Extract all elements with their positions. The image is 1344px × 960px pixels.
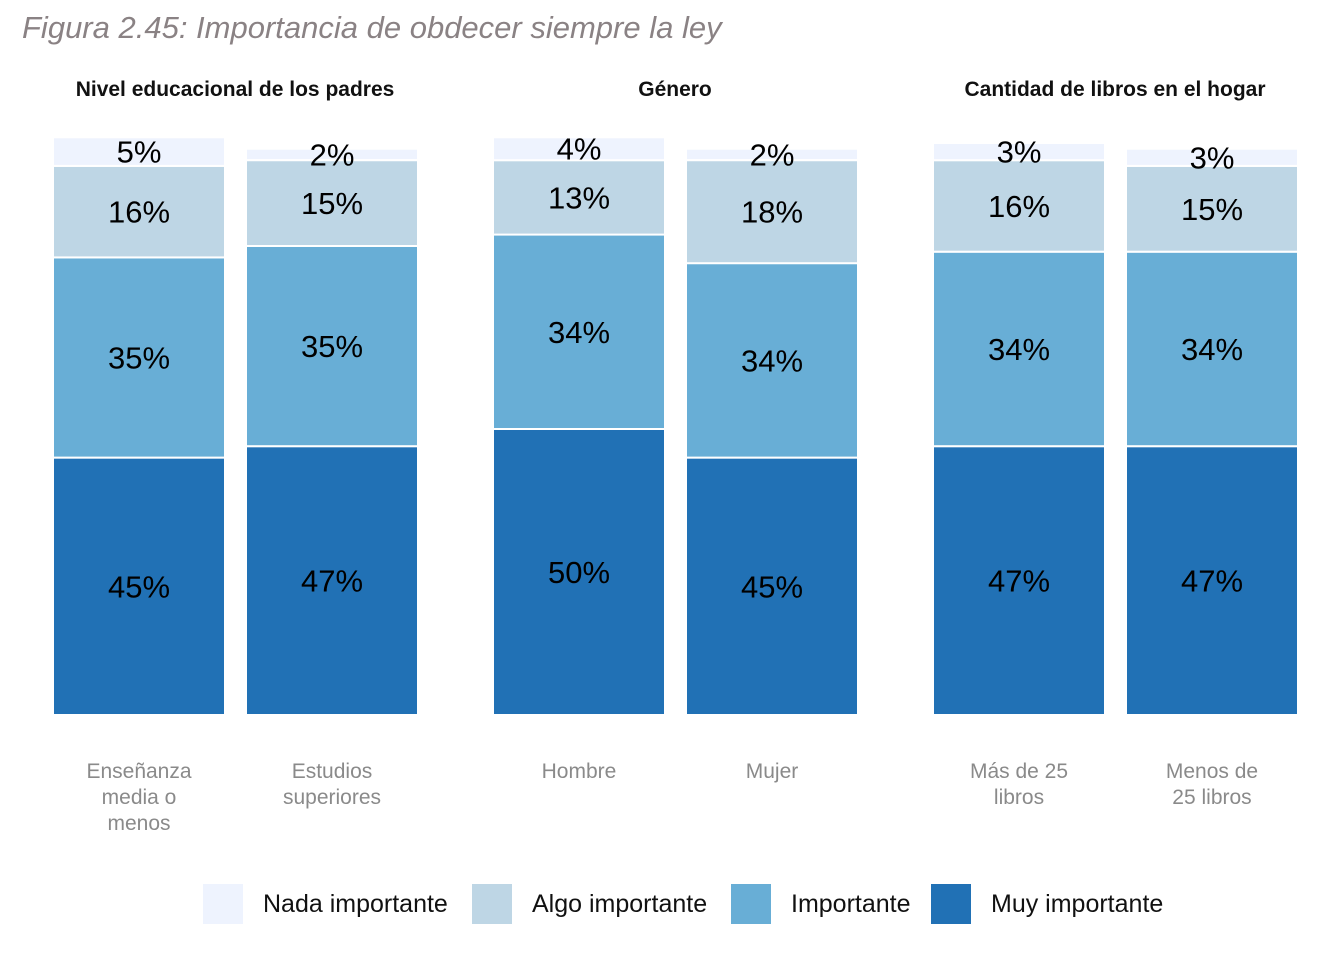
category-label-line: Mujer <box>746 760 799 783</box>
legend-item-muy: Muy importante <box>931 883 1163 925</box>
legend-label-algo: Algo importante <box>532 889 708 918</box>
category-label-line: Más de 25 <box>970 760 1068 783</box>
bar-segment-nada <box>52 136 226 167</box>
panel-1-title: Nivel educacional de los padres <box>76 78 395 101</box>
legend: Nada importante Algo importante Importan… <box>0 883 1344 927</box>
panel-3: Cantidad de libros en el hogar 47% 34% 16% 3… <box>932 78 1299 809</box>
category-label: Más de 25 libros <box>970 760 1068 809</box>
data-label-importante: 34% <box>988 332 1050 367</box>
data-label-importante: 35% <box>108 341 170 376</box>
category-label-line: Enseñanza <box>86 760 191 783</box>
data-label-algo: 15% <box>1181 192 1243 227</box>
bar-segment-importante <box>685 262 859 459</box>
panel-2-title: Género <box>638 78 712 101</box>
bar-segment-nada <box>492 136 666 162</box>
legend-swatch-algo <box>472 884 512 924</box>
data-label-importante: 34% <box>1181 332 1243 367</box>
legend-swatch-muy <box>931 884 971 924</box>
data-label-muy: 45% <box>108 569 170 604</box>
bar-segment-importante <box>245 245 419 448</box>
category-label-line: Estudios <box>292 760 373 783</box>
data-label-muy: 47% <box>1181 564 1243 599</box>
panel-3-title: Cantidad de libros en el hogar <box>964 78 1265 101</box>
panel-3-bar-1: 47% 34% 16% 3% <box>932 135 1106 716</box>
legend-label-importante: Importante <box>791 889 911 918</box>
data-label-algo: 13% <box>548 180 610 215</box>
category-label-line: Hombre <box>542 760 617 783</box>
legend-label-muy: Muy importante <box>991 889 1164 918</box>
bar-segment-nada <box>932 142 1106 162</box>
data-label-algo: 15% <box>301 186 363 221</box>
bar-segment-muy <box>932 445 1106 716</box>
bar-segment-importante <box>932 250 1106 448</box>
data-label-importante: 35% <box>301 329 363 364</box>
data-label-nada: 3% <box>997 135 1042 170</box>
figure-title: Figura 2.45: Importancia de obdecer siem… <box>22 10 722 45</box>
bar-segment-muy <box>685 456 859 716</box>
panel-2: Género 50% 34% 13% 4% Hombre 45% 34% 18% 2% Mujer <box>492 78 859 783</box>
category-label-line: Menos de <box>1166 760 1258 783</box>
panel-1-bar-1: 45% 35% 16% 5% <box>52 135 226 716</box>
bar-segment-algo <box>492 159 666 236</box>
bar-segment-nada <box>245 147 419 162</box>
data-label-algo: 16% <box>988 189 1050 224</box>
category-label-line: libros <box>994 786 1044 809</box>
bar-segment-algo <box>52 164 226 259</box>
legend-label-nada: Nada importante <box>263 889 448 918</box>
data-label-nada: 4% <box>557 132 602 167</box>
panel-2-bar-1: 50% 34% 13% 4% <box>492 132 666 716</box>
bar-segment-muy <box>245 445 419 716</box>
category-label-line: media o <box>102 786 177 809</box>
bar-segment-muy <box>52 456 226 716</box>
legend-item-importante: Importante <box>731 883 911 925</box>
stacked-bar-chart: Nivel educacional de los padres 45% 35% 16%… <box>52 78 1299 835</box>
data-label-muy: 50% <box>548 555 610 590</box>
data-label-importante: 34% <box>548 315 610 350</box>
data-label-nada: 5% <box>117 135 162 170</box>
legend-swatch-importante <box>731 884 771 924</box>
bar-segment-algo <box>245 159 419 247</box>
category-label: Mujer <box>746 760 799 783</box>
panel-3-bar-2: 47% 34% 15% 3% <box>1125 140 1299 716</box>
bar-segment-muy <box>1125 445 1299 716</box>
category-label: Enseñanza media o menos <box>86 760 191 835</box>
bar-segment-algo <box>932 159 1106 253</box>
data-label-algo: 16% <box>108 195 170 230</box>
category-label: Estudios superiores <box>283 760 381 809</box>
data-label-algo: 18% <box>741 195 803 230</box>
legend-swatch-nada <box>203 884 243 924</box>
data-label-muy: 47% <box>301 564 363 599</box>
data-label-nada: 2% <box>750 137 795 172</box>
panel-1: Nivel educacional de los padres 45% 35% 16%… <box>52 78 419 835</box>
bar-segment-nada <box>685 147 859 162</box>
legend-item-nada: Nada importante <box>203 883 448 925</box>
category-label-line: superiores <box>283 786 381 809</box>
category-label-line: menos <box>107 812 170 835</box>
category-label-line: 25 libros <box>1172 786 1251 809</box>
bar-segment-importante <box>1125 250 1299 448</box>
data-label-muy: 45% <box>741 569 803 604</box>
legend-item-algo: Algo importante <box>472 883 707 925</box>
bar-segment-algo <box>685 159 859 265</box>
panel-1-bar-2: 47% 35% 15% 2% <box>245 137 419 716</box>
category-label: Menos de 25 libros <box>1166 760 1258 809</box>
category-label: Hombre <box>542 760 617 783</box>
data-label-nada: 2% <box>310 137 355 172</box>
data-label-nada: 3% <box>1190 140 1235 175</box>
data-label-muy: 47% <box>988 564 1050 599</box>
bar-segment-algo <box>1125 164 1299 253</box>
bar-segment-importante <box>492 233 666 430</box>
panel-2-bar-2: 45% 34% 18% 2% <box>685 137 859 716</box>
data-label-importante: 34% <box>741 343 803 378</box>
bar-segment-nada <box>1125 147 1299 167</box>
